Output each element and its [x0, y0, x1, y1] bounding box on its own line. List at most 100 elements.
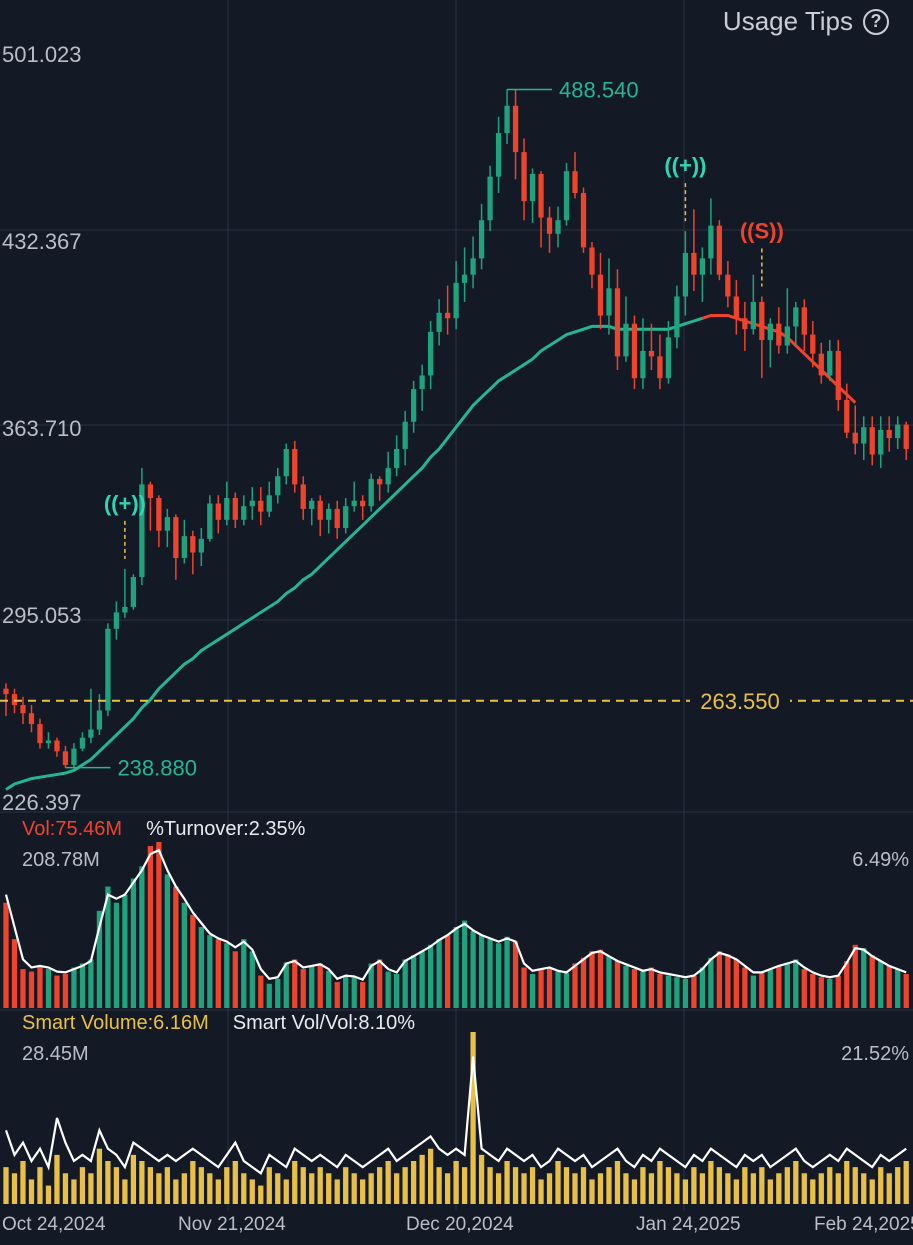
candle — [385, 451, 391, 493]
candle-body — [444, 312, 451, 319]
smart-volume-bar — [444, 1173, 451, 1204]
volume-bar — [385, 971, 391, 1008]
candle — [478, 203, 485, 270]
candle — [631, 315, 638, 390]
candle-body — [801, 307, 807, 335]
volume-bar — [776, 965, 782, 1008]
volume-bar — [657, 973, 663, 1008]
volume-bar — [377, 959, 383, 1008]
volume-bar — [258, 975, 264, 1008]
candle — [300, 476, 306, 520]
volume-bar — [54, 975, 60, 1008]
smart-volume-ratio-line — [4, 1056, 907, 1175]
smart-volume-bar — [394, 1173, 400, 1204]
smart-volume-bar — [546, 1173, 553, 1204]
volume-bar — [614, 961, 621, 1008]
smart-volume-bar — [682, 1179, 689, 1204]
smart-volume-bar — [691, 1167, 697, 1204]
candle-body — [326, 508, 332, 520]
volume-average-line — [4, 848, 907, 982]
smart-volume-bar — [419, 1154, 425, 1204]
candle — [682, 231, 689, 316]
candle-body — [130, 577, 137, 607]
smart-volume-bar — [20, 1161, 26, 1204]
candle — [878, 416, 884, 469]
smart-volume-bar — [512, 1167, 519, 1204]
smart-volume-value: Smart Volume:6.16M — [22, 1012, 209, 1034]
candle-body — [249, 500, 255, 507]
candle — [546, 206, 553, 253]
volume-bar — [529, 973, 536, 1008]
volume-bar — [453, 927, 459, 1008]
smart-volume-bar — [835, 1173, 841, 1204]
volume-bar — [62, 973, 69, 1008]
candle — [20, 696, 26, 725]
candle-body — [419, 375, 425, 390]
volume-bar — [555, 971, 561, 1008]
smart-volume-bar — [818, 1173, 824, 1204]
candle — [801, 299, 807, 351]
volume-bar — [580, 957, 587, 1008]
candle-body — [725, 274, 731, 297]
candle — [589, 241, 595, 289]
smart-volume-bar — [750, 1173, 756, 1204]
volume-bar — [88, 959, 94, 1008]
smart-volume-bar — [538, 1179, 544, 1204]
volume-bar — [767, 969, 773, 1008]
volume-bar — [190, 914, 196, 1008]
candle — [895, 416, 901, 449]
candle-body — [334, 508, 340, 528]
candle-body — [529, 173, 536, 202]
candle-body — [784, 326, 790, 346]
volume-bar — [394, 973, 400, 1008]
candle — [427, 320, 434, 390]
volume-bar — [699, 967, 706, 1008]
smart-volume-bar — [173, 1179, 179, 1204]
smart-volume-bar — [436, 1167, 442, 1204]
volume-max-label: 208.78M — [22, 849, 100, 871]
candle — [869, 416, 875, 466]
smart-volume-bar — [232, 1161, 238, 1204]
smart-volume-bar — [487, 1167, 493, 1204]
volume-bar — [71, 967, 77, 1008]
smart-volume-bar — [665, 1167, 672, 1204]
volume-bar — [521, 967, 527, 1008]
candle-body — [139, 484, 145, 578]
volume-bar — [317, 963, 323, 1008]
candle-body — [283, 448, 289, 477]
smart-volume-bar — [79, 1167, 86, 1204]
smart-volume-bar — [886, 1173, 892, 1204]
volume-bar — [232, 951, 238, 1008]
smart-volume-bar — [402, 1167, 408, 1204]
volume-bar — [606, 956, 612, 1008]
current-price-badge — [690, 686, 790, 715]
volume-bar — [309, 965, 315, 1008]
smart-volume-bar — [411, 1161, 417, 1204]
smart-volume-bar — [3, 1167, 9, 1204]
candle — [37, 718, 43, 749]
candle — [436, 299, 442, 346]
candle — [122, 568, 128, 618]
y-tick-label: 432.367 — [2, 229, 82, 254]
candle-body — [776, 323, 782, 346]
volume-bar — [28, 971, 35, 1008]
smart-volume-bar — [572, 1173, 578, 1204]
candle-body — [835, 350, 841, 400]
candle — [419, 364, 425, 411]
candle-body — [708, 225, 714, 259]
current-price-label: 263.550 — [700, 689, 780, 714]
usage-tips-button[interactable]: Usage Tips ? — [723, 6, 889, 37]
volume-bar — [691, 975, 697, 1008]
candle — [173, 514, 179, 580]
candle — [334, 500, 340, 539]
candle — [521, 138, 527, 221]
candle — [343, 498, 349, 534]
volume-bar — [504, 936, 510, 1008]
smart-volume-bar — [309, 1173, 315, 1204]
candle-body — [181, 536, 187, 558]
volume-bar — [538, 969, 544, 1008]
smart-volume-bar — [37, 1167, 43, 1204]
volume-bar — [716, 951, 723, 1008]
candle-body — [716, 225, 723, 275]
